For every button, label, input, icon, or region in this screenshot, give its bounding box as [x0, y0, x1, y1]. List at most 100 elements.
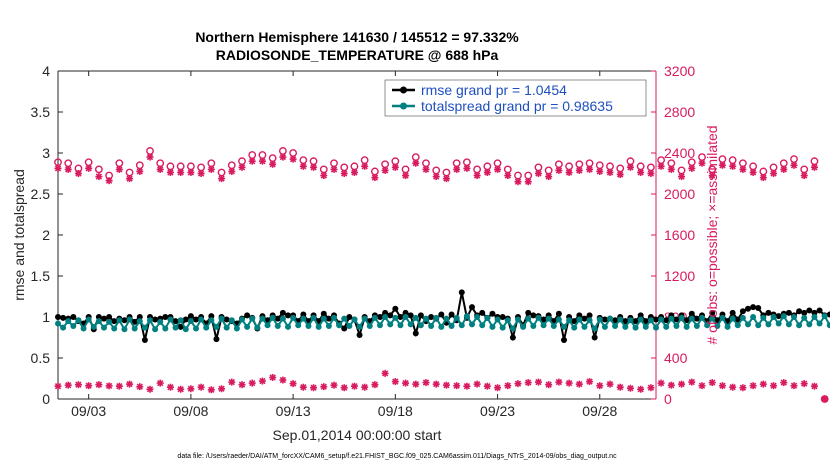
rmse-point: [223, 316, 230, 323]
obs-assimilated-point: [85, 164, 93, 172]
rmse-point: [101, 315, 107, 322]
obs-assimilated-point: [422, 165, 430, 173]
obs-assimilated-point: [258, 157, 266, 165]
obs-assimilated-point: [637, 168, 645, 176]
y-left-tick-label: 2.5: [31, 186, 51, 202]
obs-assimilated-point: [688, 164, 696, 172]
rmse-point: [397, 314, 404, 320]
obs-assimilated-point: [483, 168, 491, 176]
obs-assimilated-point: [698, 159, 706, 167]
obs-lower-assimilated-point: [350, 382, 358, 390]
totalspread-point: [484, 314, 491, 321]
totalspread-point: [382, 314, 389, 320]
rmse-point: [141, 336, 148, 343]
obs-lower-assimilated-point: [463, 382, 471, 390]
totalspread-point: [647, 317, 654, 324]
totalspread-point: [198, 316, 205, 323]
obs-lower-assimilated-point: [453, 382, 461, 390]
obs-lower-assimilated-point: [248, 379, 256, 387]
rmse-point: [172, 318, 179, 325]
totalspread-point: [85, 316, 92, 323]
totalspread-point: [397, 322, 404, 329]
rmse-point: [571, 318, 578, 325]
totalspread-point: [678, 314, 685, 321]
totalspread-point: [177, 317, 184, 324]
obs-lower-assimilated-point: [790, 382, 798, 390]
totalspread-point: [60, 324, 67, 331]
totalspread-point: [739, 314, 746, 321]
totalspread-point: [417, 322, 424, 329]
obs-assimilated-point: [269, 160, 277, 168]
totalspread-point: [561, 323, 567, 330]
totalspread-point: [683, 323, 690, 330]
rmse-point: [208, 313, 215, 320]
totalspread-point: [520, 323, 527, 330]
totalspread-point: [586, 317, 593, 324]
obs-assimilated-point: [228, 167, 236, 175]
obs-assimilated-point: [146, 153, 154, 161]
x-tick-label: 09/13: [276, 403, 311, 419]
totalspread-point: [668, 315, 675, 322]
rmse-point: [581, 315, 588, 322]
obs-lower-assimilated-point: [197, 383, 205, 391]
obs-lower-assimilated-point: [432, 380, 440, 388]
rmse-point: [458, 289, 465, 296]
obs-lower-assimilated-point: [545, 381, 553, 389]
obs-lower-assimilated-point: [657, 379, 665, 387]
obs-assimilated-point: [156, 165, 164, 173]
obs-assimilated-point: [218, 175, 226, 183]
totalspread-point: [75, 317, 82, 324]
obs-assimilated-point: [810, 163, 818, 171]
totalspread-point: [366, 323, 373, 330]
totalspread-point: [469, 321, 475, 328]
rmse-point: [489, 310, 496, 317]
obs-lower-assimilated-point: [514, 380, 522, 388]
obs-lower-assimilated-point: [534, 378, 542, 386]
obs-lower-assimilated-point: [678, 380, 686, 388]
obs-possible-point: [667, 159, 676, 168]
totalspread-point: [387, 321, 394, 328]
obs-lower-assimilated-point: [279, 376, 287, 384]
rmse-point: [709, 309, 716, 316]
totalspread-point: [663, 323, 670, 330]
obs-lower-assimilated-point: [606, 380, 614, 388]
obs-possible-point: [94, 165, 103, 174]
totalspread-point: [147, 317, 153, 324]
totalspread-point: [642, 323, 649, 330]
obs-lower-assimilated-point: [64, 381, 72, 389]
y-left-tick-label: 0.5: [31, 350, 51, 366]
obs-assimilated-point: [473, 172, 481, 180]
rmse-point: [811, 309, 818, 316]
totalspread-point: [65, 318, 72, 325]
rmse-point: [586, 312, 593, 319]
obs-assimilated-point: [115, 165, 123, 173]
totalspread-point: [351, 316, 358, 323]
totalspread-point: [356, 323, 363, 330]
totalspread-point: [95, 318, 102, 325]
totalspread-point: [816, 320, 823, 327]
totalspread-point: [402, 314, 409, 320]
rmse-point: [591, 334, 598, 341]
y-right-tick-label: 2800: [664, 104, 695, 120]
totalspread-point: [167, 316, 174, 323]
totalspread-point: [719, 314, 726, 321]
totalspread-point: [555, 316, 562, 323]
y-left-ticks: 0 0.5 1 1.5 2 2.5 3 3.5 4: [31, 63, 63, 407]
totalspread-point: [208, 317, 215, 324]
totalspread-point: [458, 322, 465, 329]
totalspread-point: [152, 326, 159, 333]
obs-lower-assimilated-point: [54, 382, 62, 390]
obs-lower-assimilated-point: [718, 382, 726, 390]
obs-possible-point: [718, 155, 727, 164]
obs-assimilated-point: [310, 163, 318, 171]
y-left-tick-label: 1: [42, 309, 50, 325]
rmse-point: [244, 312, 251, 319]
obs-possible-point: [759, 167, 768, 176]
obs-assimilated-point: [565, 168, 573, 176]
obs-lower-assimilated-point: [688, 378, 696, 386]
obs-lower-assimilated-point: [698, 382, 706, 390]
totalspread-point: [346, 323, 353, 330]
rmse-point: [745, 305, 751, 312]
obs-assimilated-point: [678, 173, 686, 181]
obs-lower-assimilated-point: [228, 378, 236, 386]
